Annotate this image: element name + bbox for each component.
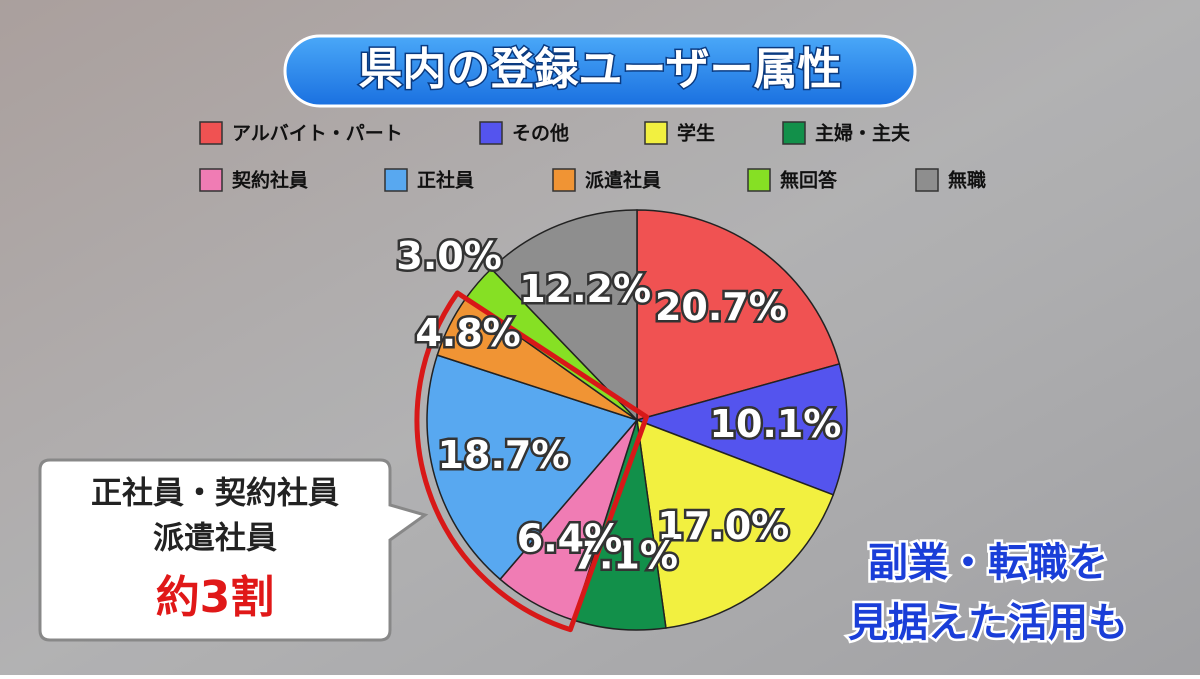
pie-slice bbox=[636, 418, 835, 629]
value-label: 12.2% bbox=[519, 267, 651, 311]
chart-title: 県内の登録ユーザー属性 bbox=[358, 44, 841, 95]
pie-slice bbox=[634, 363, 848, 496]
pie-slice bbox=[636, 209, 841, 421]
legend-swatch bbox=[199, 121, 223, 145]
callout-emphasis: 約3割 bbox=[156, 572, 275, 623]
legend-swatch bbox=[644, 121, 668, 145]
value-label: 18.7% bbox=[438, 433, 570, 477]
caption-line: 副業・転職を bbox=[868, 540, 1108, 586]
legend-label: 主婦・主夫 bbox=[815, 122, 911, 145]
legend-swatch bbox=[199, 168, 223, 192]
legend-label: 正社員 bbox=[417, 169, 474, 192]
caption-line: 見据えた活用も bbox=[848, 600, 1128, 646]
legend-swatch bbox=[384, 168, 408, 192]
highlight-outline bbox=[414, 290, 649, 633]
value-label: 3.0% bbox=[396, 234, 501, 278]
legend-label: 学生 bbox=[677, 122, 715, 145]
value-label: 10.1% bbox=[710, 402, 842, 446]
legend-swatch bbox=[782, 121, 806, 145]
legend-swatch bbox=[915, 168, 939, 192]
value-label: 6.4% bbox=[517, 517, 622, 561]
legend-label: 派遣社員 bbox=[585, 169, 661, 192]
title-pill bbox=[283, 34, 917, 108]
callout-line: 派遣社員 bbox=[153, 521, 277, 557]
value-label: 4.8% bbox=[415, 311, 520, 355]
legend-swatch bbox=[479, 121, 503, 145]
legend-label: 無職 bbox=[948, 169, 986, 192]
pie-slice bbox=[490, 209, 638, 422]
value-label: 17.0% bbox=[657, 504, 789, 548]
legend-label: アルバイト・パート bbox=[232, 123, 403, 145]
value-label: 7.1% bbox=[573, 534, 678, 578]
value-label: 20.7% bbox=[655, 285, 787, 329]
legend-swatch bbox=[552, 168, 576, 192]
legend-label: 無回答 bbox=[780, 169, 838, 192]
legend-label: 契約社員 bbox=[231, 169, 308, 192]
callout-box bbox=[38, 458, 429, 642]
pie: 20.7% 10.1% 17.0%7.1%6.4% 18.7% 4.8% 3.0% 12.2… bbox=[394, 209, 848, 633]
callout-line: 正社員・契約社員 bbox=[91, 476, 339, 512]
legend-label: その他 bbox=[512, 122, 569, 145]
pie-slice bbox=[426, 354, 639, 581]
legend-swatch bbox=[747, 168, 771, 192]
